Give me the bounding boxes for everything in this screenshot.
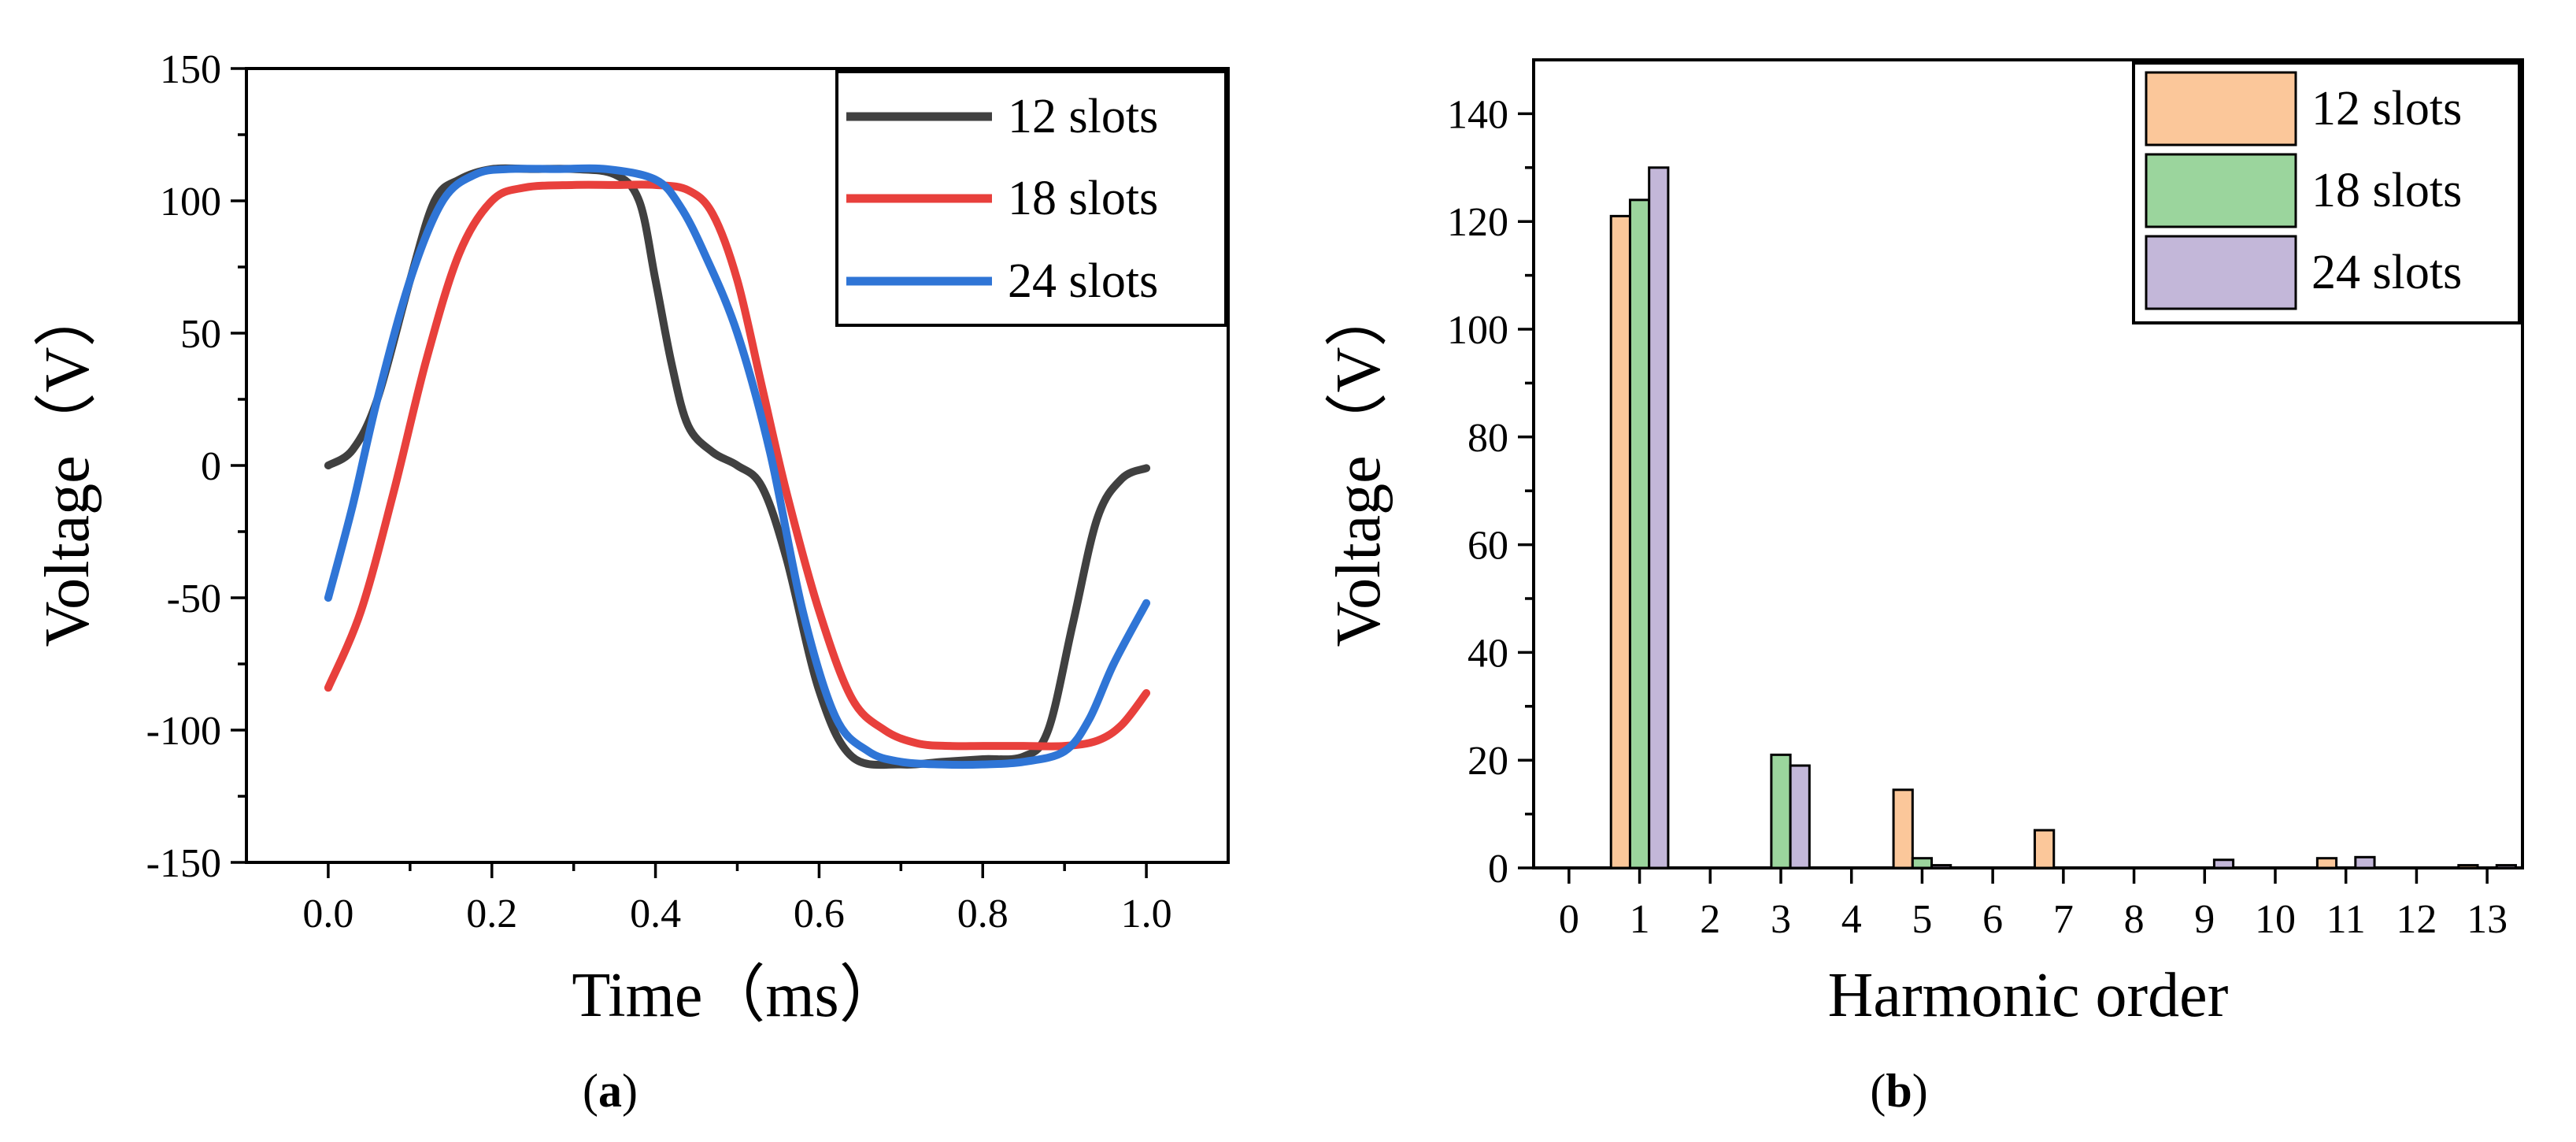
panel-a-x-tick-label: 0.0 — [302, 892, 353, 936]
panel-b-x-tick-label: 1 — [1630, 897, 1650, 942]
panel-a-y-tick-label: -50 — [167, 577, 221, 621]
panel-a-caption-letter: a — [598, 1065, 622, 1117]
panel-a-x-tick-label: 1.0 — [1121, 892, 1172, 936]
bar-12-slots-order-13 — [2457, 864, 2479, 869]
panel-a-legend: 12 slots 18 slots 24 slots — [835, 70, 1227, 327]
panel-b-y-tick-label: 100 — [1447, 308, 1508, 353]
panel-a-x-tick-label: 0.8 — [957, 892, 1009, 936]
panel-a-x-axis-label: Time（ms） — [572, 961, 901, 1030]
legend-label-18-slots: 18 slots — [2311, 164, 2462, 217]
panel-b-caption-letter: b — [1886, 1065, 1912, 1117]
panel-a-caption: (a) — [583, 1065, 638, 1117]
panel-a-y-tick-label: -100 — [146, 709, 221, 754]
panel-b-x-tick-label: 12 — [2396, 897, 2437, 942]
panel-b-x-tick-label: 10 — [2255, 897, 2296, 942]
series-line-24-slots — [324, 164, 1151, 769]
panel-b-x-tick-label: 9 — [2194, 897, 2215, 942]
panel-a-y-tick-label: 50 — [180, 312, 221, 357]
bar-12-slots-order-11 — [2315, 857, 2338, 869]
panel-b-y-tick-label: 80 — [1468, 416, 1508, 461]
legend-label-24-slots: 24 slots — [1008, 254, 1158, 308]
panel-b-y-tick-label: 0 — [1488, 847, 1508, 892]
panel-a-x-tick-label: 0.6 — [794, 892, 845, 936]
bar-24-slots-order-9 — [2212, 858, 2235, 869]
panel-b-y-tick-label: 40 — [1468, 631, 1508, 676]
panel-b-x-tick-label: 3 — [1771, 897, 1791, 942]
bar-18-slots-order-3 — [1770, 753, 1792, 869]
panel-b-y-tick-label: 20 — [1468, 739, 1508, 784]
panel-b-x-tick-label: 6 — [1982, 897, 2003, 942]
bar-18-slots-order-5 — [1911, 857, 1934, 869]
panel-b-caption: (b) — [1870, 1065, 1927, 1117]
panel-b-y-tick-label: 120 — [1447, 200, 1508, 245]
panel-b-y-tick-label: 140 — [1447, 92, 1508, 137]
panel-a-y-tick-label: 150 — [160, 47, 221, 92]
panel-b-legend: 12 slots 18 slots 24 slots — [2132, 61, 2521, 324]
bar-24-slots-order-3 — [1789, 764, 1811, 869]
panel-a-y-tick-label: 0 — [201, 444, 221, 489]
panel-a-y-tick-label: -150 — [146, 841, 221, 886]
panel-b-x-tick-label: 13 — [2467, 897, 2508, 942]
panel-b-x-tick-label: 4 — [1841, 897, 1862, 942]
bar-18-slots-order-1 — [1628, 198, 1651, 869]
panel-a-y-axis-label: Voltage（V） — [33, 284, 102, 647]
panel-b-x-tick-label: 5 — [1912, 897, 1932, 942]
legend-label-12-slots: 12 slots — [2311, 82, 2462, 135]
panel-b-x-tick-label: 11 — [2326, 897, 2366, 942]
bar-12-slots-order-7 — [2034, 829, 2056, 869]
panel-b-y-axis-label: Voltage（V） — [1324, 284, 1393, 647]
legend-swatch-18-slots — [2145, 153, 2297, 228]
legend-label-18-slots: 18 slots — [1008, 172, 1158, 225]
panel-b-x-axis-label: Harmonic order — [1828, 961, 2229, 1030]
panel-b-x-tick-label: 7 — [2053, 897, 2074, 942]
bar-12-slots-order-1 — [1609, 214, 1631, 869]
panel-a-line-chart: 0.0 0.2 0.4 0.6 0.8 1.0 150 100 50 0 -50 -100 -150 1… — [33, 47, 1230, 1117]
panel-a-y-tick-label: 100 — [160, 180, 221, 224]
panel-b-x-tick-label: 8 — [2124, 897, 2145, 942]
bar-24-slots-order-5 — [1930, 864, 1952, 869]
panel-b-plot-frame — [1532, 58, 2524, 869]
legend-swatch-24-slots — [2145, 235, 2297, 310]
bar-24-slots-order-13 — [2495, 864, 2517, 869]
series-line-18-slots — [324, 180, 1151, 751]
panel-a-x-tick-label: 0.2 — [466, 892, 517, 936]
panel-b-x-tick-label: 2 — [1700, 897, 1720, 942]
bar-24-slots-order-1 — [1648, 166, 1670, 869]
legend-label-12-slots: 12 slots — [1008, 90, 1158, 143]
panel-b-y-tick-label: 60 — [1468, 524, 1508, 569]
panel-a-x-tick-label: 0.4 — [630, 892, 681, 936]
legend-label-24-slots: 24 slots — [2311, 246, 2462, 299]
bar-24-slots-order-11 — [2354, 855, 2376, 869]
legend-swatch-12-slots — [2145, 71, 2297, 146]
panel-b-x-tick-label: 0 — [1559, 897, 1579, 942]
bar-12-slots-order-5 — [1892, 788, 1914, 869]
